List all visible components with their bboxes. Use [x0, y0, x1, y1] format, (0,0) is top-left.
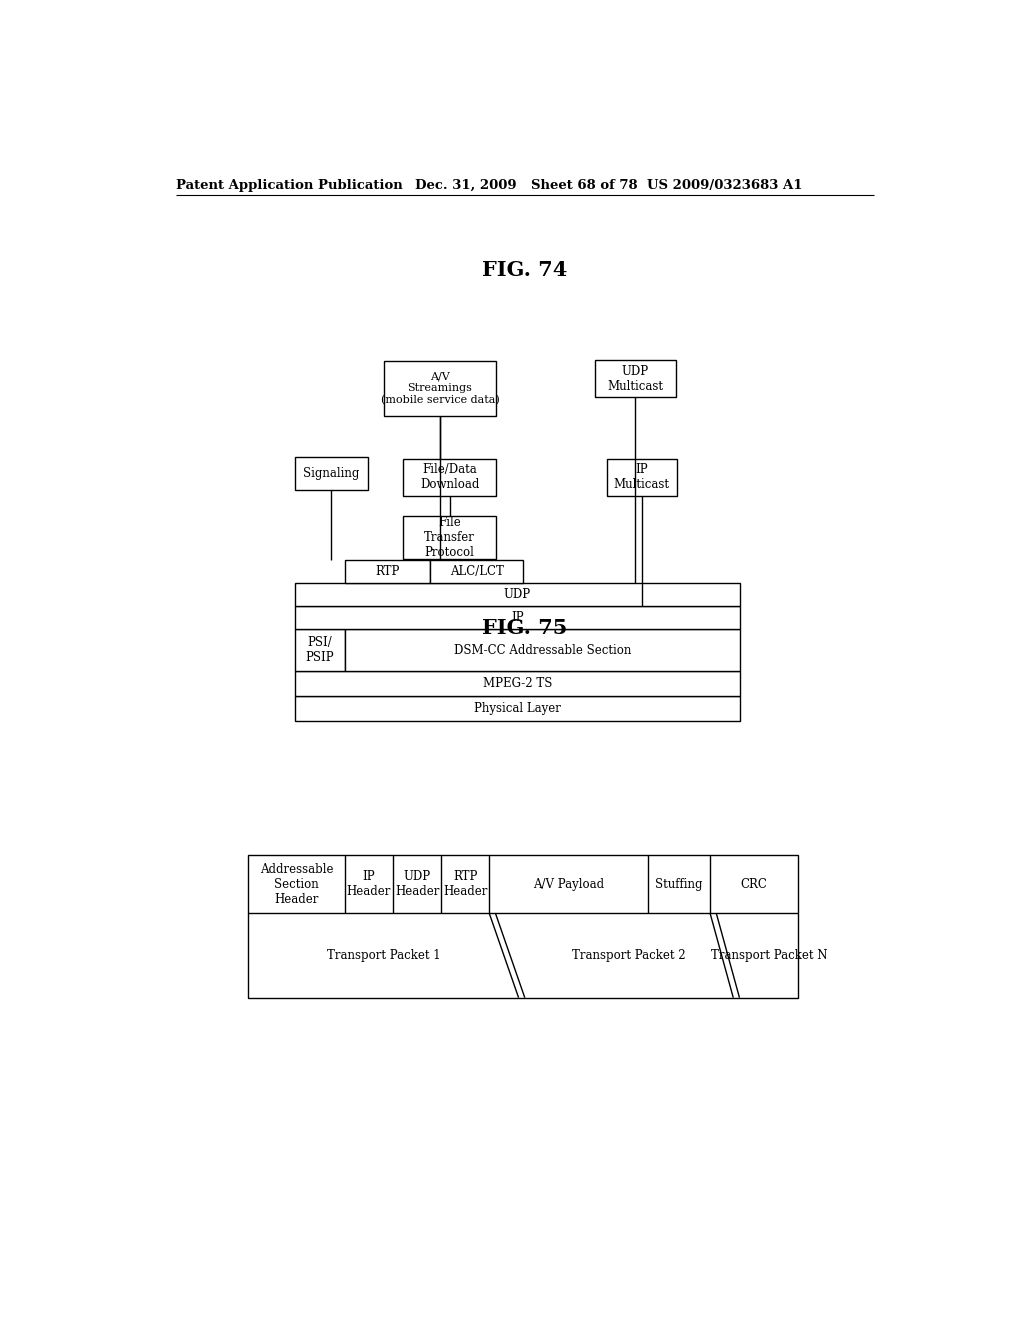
Bar: [384, 360, 496, 416]
Text: IP
Multicast: IP Multicast: [613, 463, 670, 491]
Bar: [295, 628, 345, 671]
Text: MPEG-2 TS: MPEG-2 TS: [482, 677, 552, 690]
Bar: [295, 606, 740, 628]
Text: ALC/LCT: ALC/LCT: [450, 565, 504, 578]
Text: FIG. 75: FIG. 75: [482, 618, 567, 638]
Text: Sheet 68 of 78: Sheet 68 of 78: [531, 178, 638, 191]
Text: PSI/
PSIP: PSI/ PSIP: [305, 636, 334, 664]
Bar: [607, 459, 677, 496]
Text: Transport Packet N: Transport Packet N: [711, 949, 827, 962]
Bar: [295, 457, 369, 490]
Text: RTP
Header: RTP Header: [443, 870, 487, 898]
Text: File/Data
Download: File/Data Download: [420, 463, 479, 491]
Bar: [248, 855, 799, 998]
Text: UDP
Multicast: UDP Multicast: [607, 364, 664, 392]
Text: Signaling: Signaling: [303, 467, 359, 480]
Text: Addressable
Section
Header: Addressable Section Header: [260, 863, 334, 906]
Text: Stuffing: Stuffing: [655, 878, 702, 891]
Bar: [295, 672, 740, 696]
Bar: [403, 516, 496, 558]
Text: UDP: UDP: [504, 587, 531, 601]
Text: FIG. 74: FIG. 74: [482, 260, 567, 280]
Bar: [345, 628, 740, 671]
Text: IP
Header: IP Header: [347, 870, 391, 898]
Bar: [430, 560, 523, 582]
Text: File
Transfer
Protocol: File Transfer Protocol: [424, 516, 475, 560]
Text: A/V Payload: A/V Payload: [534, 878, 604, 891]
Text: Dec. 31, 2009: Dec. 31, 2009: [415, 178, 516, 191]
Text: IP: IP: [511, 611, 523, 624]
Bar: [345, 560, 430, 582]
Text: UDP
Header: UDP Header: [395, 870, 439, 898]
Text: Patent Application Publication: Patent Application Publication: [176, 178, 402, 191]
Text: US 2009/0323683 A1: US 2009/0323683 A1: [647, 178, 803, 191]
Text: Transport Packet 2: Transport Packet 2: [572, 949, 686, 962]
Bar: [595, 360, 676, 397]
Text: Transport Packet 1: Transport Packet 1: [327, 949, 440, 962]
Text: RTP: RTP: [376, 565, 399, 578]
Text: DSM-CC Addressable Section: DSM-CC Addressable Section: [454, 644, 632, 656]
Text: A/V
Streamings
(mobile service data): A/V Streamings (mobile service data): [381, 372, 500, 405]
Text: Physical Layer: Physical Layer: [474, 702, 561, 714]
Bar: [403, 459, 496, 496]
Bar: [295, 696, 740, 721]
Bar: [295, 582, 740, 606]
Text: CRC: CRC: [740, 878, 768, 891]
